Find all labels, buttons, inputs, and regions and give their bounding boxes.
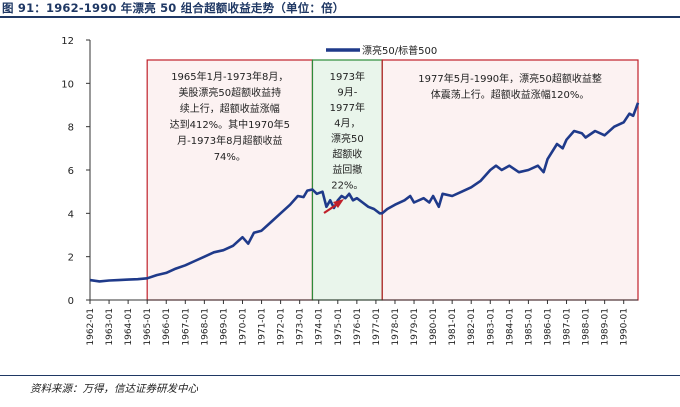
- period-box-2: [311, 59, 383, 301]
- period-2-text-line: 超额收: [332, 148, 362, 161]
- period-box-3: [381, 59, 639, 301]
- period-boxes: [146, 59, 639, 301]
- arrow-head-icon: [333, 199, 344, 208]
- x-tick-label: 1975-01: [334, 308, 344, 346]
- x-tick-label: 1986-01: [543, 308, 553, 346]
- x-tick-label: 1987-01: [563, 308, 573, 346]
- x-tick-label: 1983-01: [486, 308, 496, 346]
- period-2-text-line: 9月-: [337, 87, 357, 99]
- title-rule: [0, 16, 680, 18]
- period-3-text-line: 体震荡上行。超额收益涨幅120%。: [431, 88, 590, 101]
- annotations: 1965年1月-1973年8月， 美股漂亮50超额收益持续上行，超额收益涨幅达到4…: [170, 70, 602, 214]
- axes: 0 2 4 6 8 10 12 1962-01 1963-01 1964-01 1965-01 196…: [61, 36, 638, 346]
- period-2-text-line: 漂亮50: [331, 132, 364, 145]
- x-tick-label: 1984-01: [505, 308, 515, 346]
- series-line: [89, 102, 640, 283]
- x-tick-label: 1965-01: [143, 308, 153, 346]
- series-layer: [89, 102, 640, 283]
- period-box-1: [146, 59, 314, 301]
- x-tick-label: 1974-01: [315, 308, 325, 346]
- x-tick-label: 1969-01: [219, 308, 229, 346]
- period-2-text-line: 22%。: [331, 181, 363, 192]
- x-tick-label: 1990-01: [620, 308, 630, 346]
- x-tick-label: 1985-01: [524, 308, 534, 346]
- x-tick-label: 1973-01: [296, 308, 306, 346]
- y-tick-label: 0: [68, 296, 74, 307]
- period-1-text-line: 达到412%。其中1970年5: [170, 118, 290, 131]
- x-tick-label: 1978-01: [391, 308, 401, 346]
- x-tick-label: 1971-01: [258, 308, 268, 346]
- line-chart: 0 2 4 6 8 10 12 1962-01 1963-01 1964-01 1965-01 196…: [61, 36, 640, 346]
- x-tick-label: 1966-01: [162, 308, 172, 346]
- period-2-text-line: 4月，: [334, 118, 360, 130]
- x-tick-label: 1977-01: [372, 308, 382, 346]
- period-1-text-line: 74%。: [214, 152, 246, 163]
- period-1-text-line: 续上行，超额收益涨幅: [180, 102, 280, 115]
- x-tick-label: 1982-01: [467, 308, 477, 346]
- period-1-text-line: 月-1973年8月超额收益: [177, 134, 282, 147]
- period-2-text-line: 益回撤: [332, 163, 362, 176]
- x-tick-label: 1981-01: [448, 308, 458, 346]
- y-tick-label: 4: [68, 209, 74, 220]
- x-tick-label: 1968-01: [200, 308, 210, 346]
- x-tick-label: 1970-01: [238, 308, 248, 346]
- x-tick-label: 1963-01: [105, 308, 115, 346]
- x-tick-label: 1988-01: [582, 308, 592, 346]
- source-rule: [0, 375, 680, 376]
- y-tick-label: 10: [61, 79, 74, 90]
- legend: 漂亮50/标普500: [326, 44, 437, 57]
- period-1-text-line: 1965年1月-1973年8月，: [171, 70, 288, 83]
- period-2-text-line: 1977年: [330, 101, 365, 114]
- y-tick-label: 8: [68, 123, 74, 134]
- x-tick-label: 1979-01: [410, 308, 420, 346]
- x-tick-label: 1980-01: [429, 308, 439, 346]
- figure-title: 图 91：1962-1990 年漂亮 50 组合超额收益走势（单位：倍）: [2, 1, 345, 15]
- x-tick-label: 1967-01: [181, 308, 191, 346]
- legend-label: 漂亮50/标普500: [362, 44, 437, 57]
- y-tick-label: 6: [68, 166, 74, 177]
- y-tick-label: 12: [61, 36, 74, 47]
- x-tick-label: 1976-01: [353, 308, 363, 346]
- period-1-text-line: 美股漂亮50超额收益持: [178, 86, 281, 99]
- x-tick-label: 1972-01: [277, 308, 287, 346]
- x-tick-label: 1989-01: [601, 308, 611, 346]
- x-tick-label: 1964-01: [124, 308, 134, 346]
- y-tick-label: 2: [68, 253, 74, 264]
- x-tick-label: 1962-01: [86, 308, 96, 346]
- period-2-text-line: 1973年: [330, 70, 365, 83]
- source-note: 资料来源：万得，信达证券研发中心: [30, 383, 198, 395]
- period-3-text-line: 1977年5月-1990年，漂亮50超额收益整: [418, 72, 602, 85]
